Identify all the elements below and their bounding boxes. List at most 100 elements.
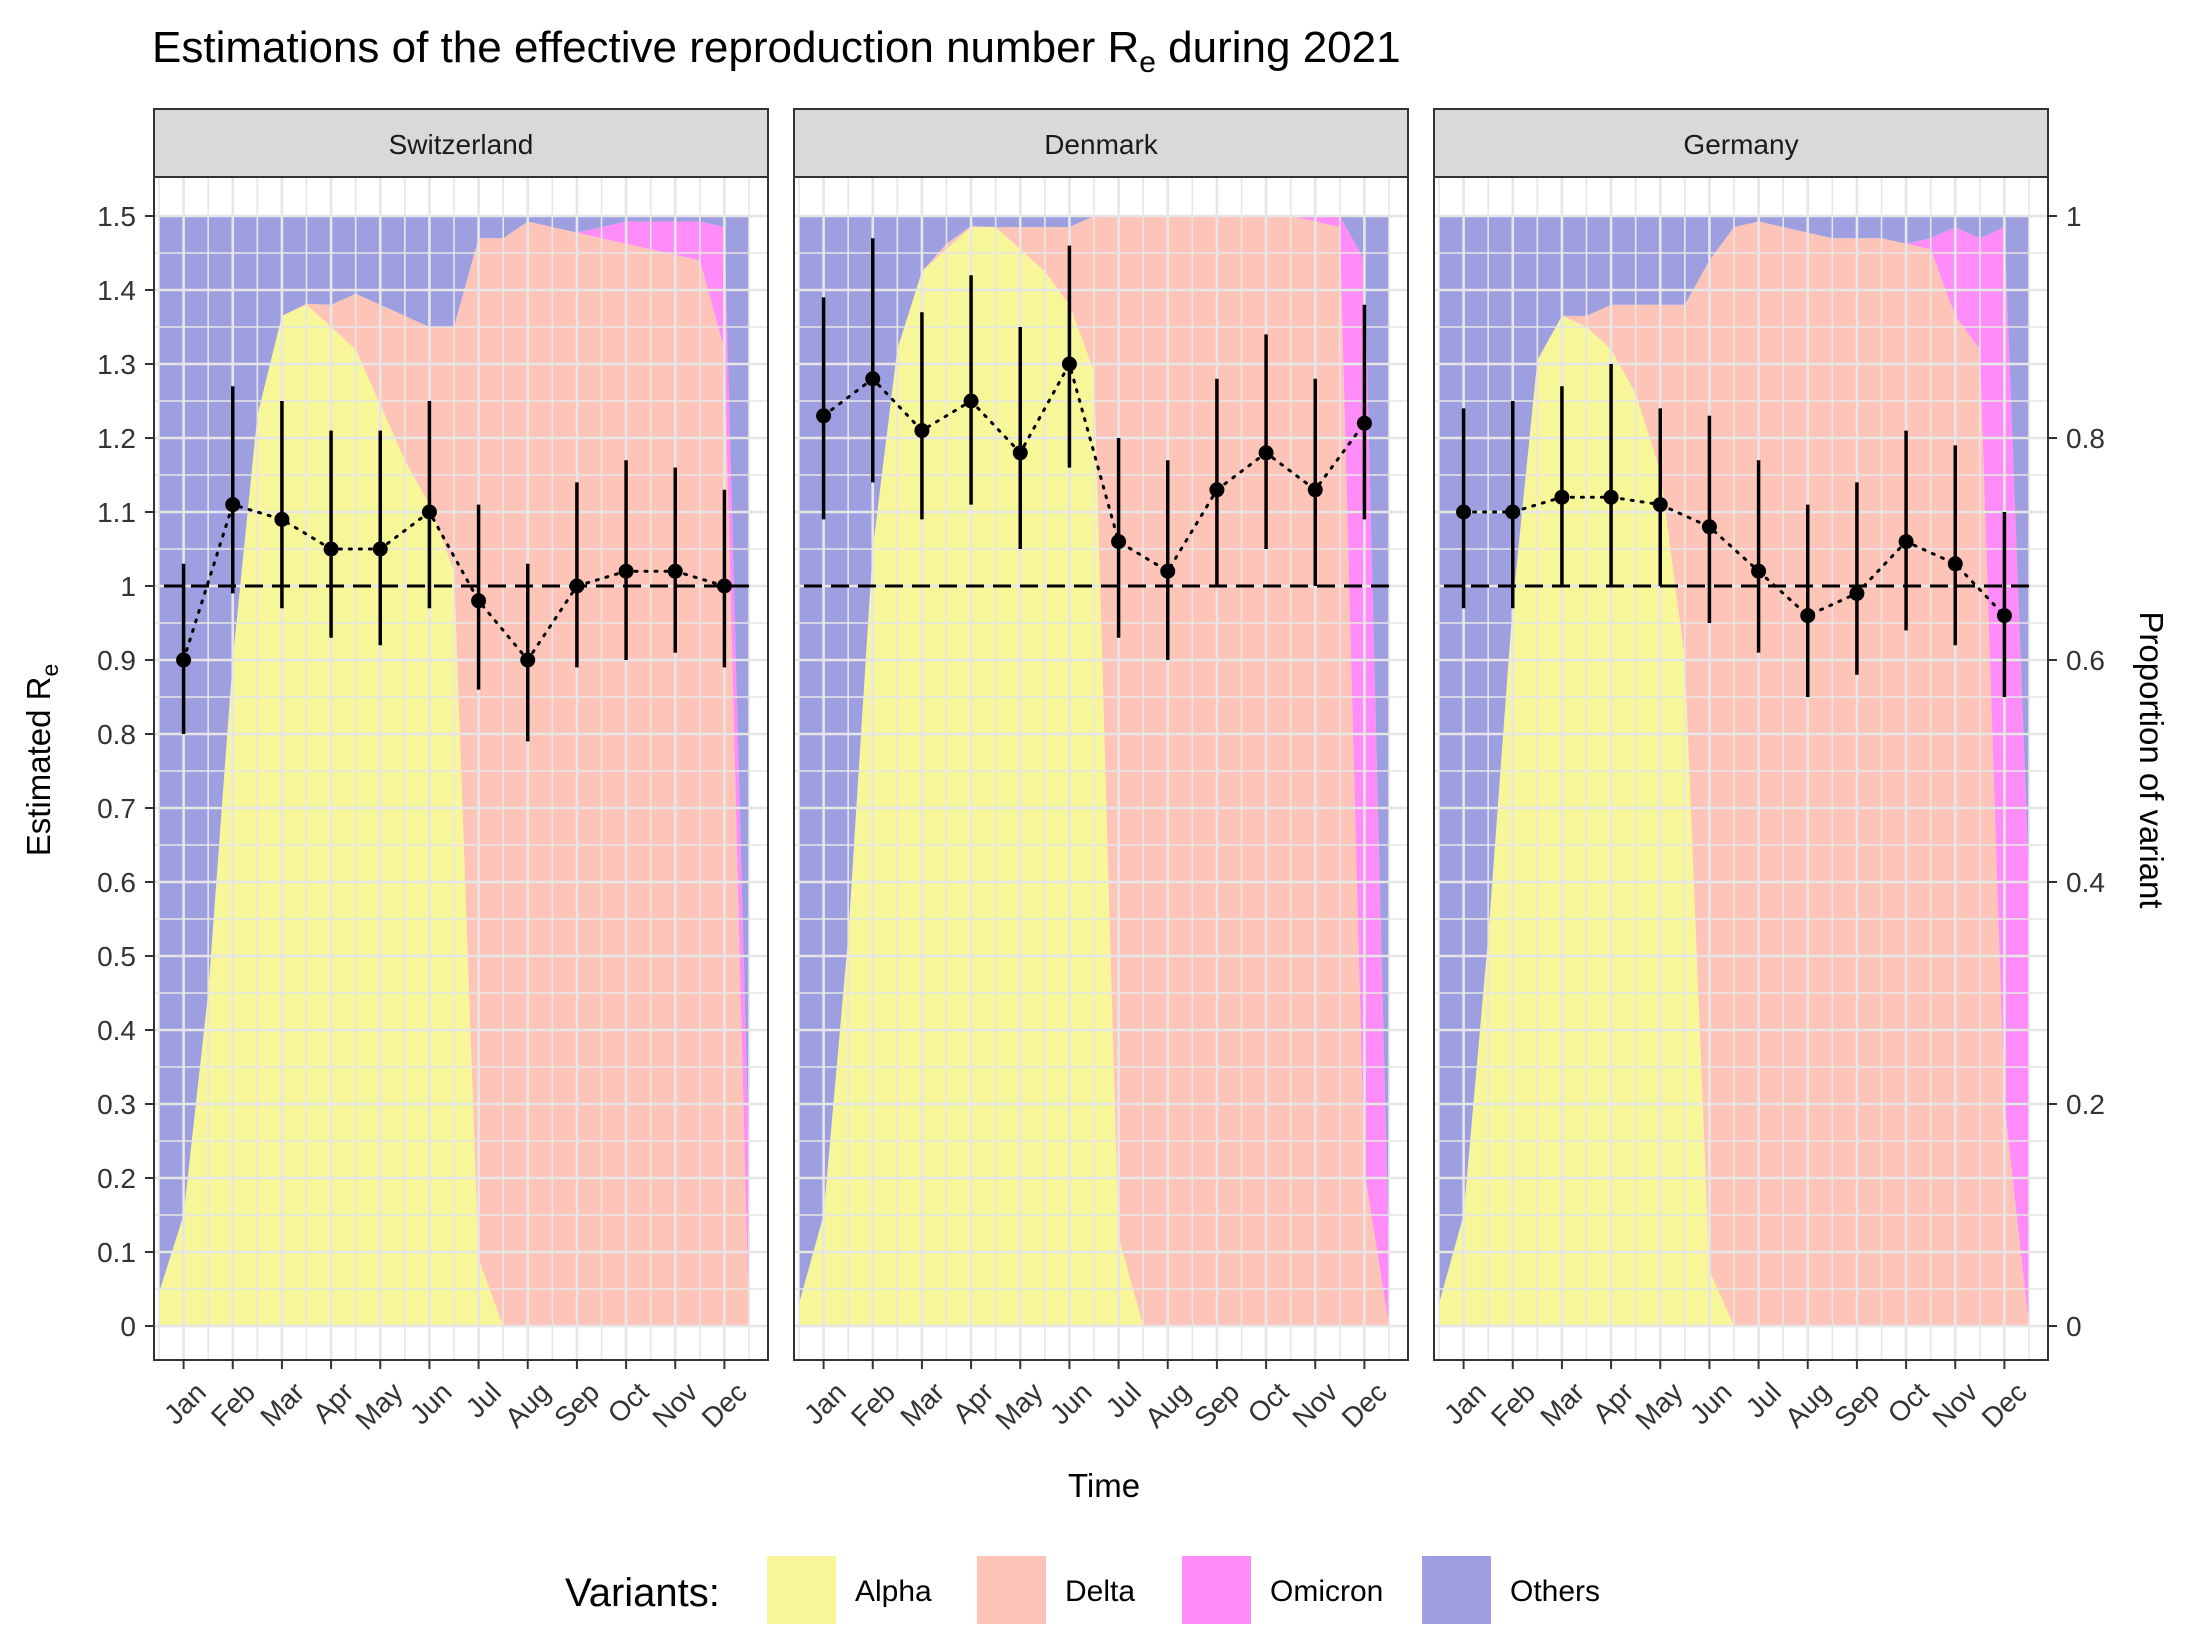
re-point <box>1751 563 1767 579</box>
x-tick-label: Apr <box>947 1376 1000 1429</box>
legend-label: Omicron <box>1270 1575 1383 1608</box>
y-axis-left: 0 0.1 0.2 0.3 0.4 0.5 0.6 0.7 0.8 0.9 1 1.1 1.2 1.3 1.… <box>97 201 154 1342</box>
y-tick-label: 0.6 <box>97 867 136 898</box>
facet-strip-label: Germany <box>1683 129 1798 160</box>
re-point <box>865 371 881 387</box>
y-tick-label: 0.9 <box>97 645 136 676</box>
x-tick-label: Dec <box>696 1376 753 1433</box>
area-others <box>1439 216 2029 1304</box>
re-point <box>471 593 487 609</box>
re-trend-line <box>182 502 726 663</box>
re-point <box>816 408 832 424</box>
x-tick-label: Jun <box>1684 1376 1738 1430</box>
y-tick-label: 1.4 <box>97 275 136 306</box>
y-tick-label: 1.1 <box>97 497 136 528</box>
re-point <box>1111 534 1127 550</box>
x-tick-label: Mar <box>894 1376 950 1432</box>
y2-tick-label: 0.2 <box>2066 1089 2105 1120</box>
re-point <box>1356 415 1372 431</box>
legend-title: Variants: <box>565 1571 720 1615</box>
re-point <box>667 563 683 579</box>
re-point <box>1701 519 1717 535</box>
legend-item-omicron: Omicron <box>1182 1556 1383 1624</box>
x-tick-label: Feb <box>845 1376 901 1432</box>
re-point <box>1258 445 1274 461</box>
legend-swatch <box>1422 1556 1491 1624</box>
re-point <box>1947 556 1963 572</box>
x-tick-label: Jul <box>460 1376 507 1423</box>
x-tick-label: Jul <box>1100 1376 1147 1423</box>
x-tick-label: May <box>1629 1376 1688 1435</box>
x-axis-title: Time <box>1068 1467 1140 1504</box>
chart-title: Estimations of the effective reproductio… <box>152 23 1401 79</box>
legend-item-others: Others <box>1422 1556 1600 1624</box>
y-tick-label: 0.3 <box>97 1089 136 1120</box>
re-point <box>963 393 979 409</box>
x-tick-label: Mar <box>254 1376 310 1432</box>
x-tick-label: Jun <box>1044 1376 1098 1430</box>
x-tick-label: Nov <box>1287 1376 1344 1433</box>
y-tick-label: 1.2 <box>97 423 136 454</box>
re-point <box>618 563 634 579</box>
area-omicron <box>1439 221 2029 1326</box>
y2-tick-label: 0.4 <box>2066 867 2105 898</box>
x-tick-label: Jan <box>1438 1376 1492 1430</box>
legend-swatch <box>977 1556 1046 1624</box>
y-tick-label: 0.2 <box>97 1163 136 1194</box>
re-point <box>569 578 585 594</box>
re-point <box>421 504 437 520</box>
re-point <box>1996 608 2012 624</box>
x-tick-label: May <box>349 1376 408 1435</box>
x-tick-label: May <box>989 1376 1048 1435</box>
x-tick-label: Sep <box>1188 1376 1245 1433</box>
re-point <box>176 652 192 668</box>
re-trend-line <box>1462 495 2006 618</box>
re-point <box>1554 489 1570 505</box>
x-tick-label: Nov <box>647 1376 704 1433</box>
facet-strip <box>793 108 1409 178</box>
facet-strip-label: Denmark <box>1044 129 1159 160</box>
re-point <box>1061 356 1077 372</box>
y-tick-label: 0.5 <box>97 941 136 972</box>
legend-swatch <box>1182 1556 1251 1624</box>
x-tick-label: Jan <box>158 1376 212 1430</box>
re-point <box>1209 482 1225 498</box>
x-tick-label: Aug <box>1139 1376 1196 1433</box>
area-others <box>799 216 1389 1304</box>
re-point <box>914 423 930 439</box>
re-point <box>372 541 388 557</box>
re-point <box>1505 504 1521 520</box>
x-tick-label: Jun <box>404 1376 458 1430</box>
re-point <box>274 511 290 527</box>
legend: Variants: Alpha Delta Omicron Others <box>565 1556 1600 1624</box>
y-axis-right: 0 0.2 0.4 0.6 0.8 1 <box>2048 201 2105 1342</box>
y-tick-label: 1 <box>120 571 136 602</box>
re-point <box>1456 504 1472 520</box>
re-point <box>1800 608 1816 624</box>
legend-item-alpha: Alpha <box>767 1556 932 1624</box>
x-tick-label: Nov <box>1927 1376 1984 1433</box>
y-tick-label: 1.3 <box>97 349 136 380</box>
x-tick-label: Dec <box>1976 1376 2033 1433</box>
panel-border <box>153 176 769 1361</box>
x-tick-label: Oct <box>1882 1376 1935 1429</box>
x-tick-label: Sep <box>1828 1376 1885 1433</box>
re-point <box>520 652 536 668</box>
re-point <box>225 497 241 513</box>
panel-border <box>793 176 1409 1361</box>
y-tick-label: 0.7 <box>97 793 136 824</box>
x-tick-label: Feb <box>205 1376 261 1432</box>
re-point <box>1012 445 1028 461</box>
legend-label: Alpha <box>855 1575 932 1608</box>
y-tick-label: 0.1 <box>97 1237 136 1268</box>
x-tick-label: Apr <box>1587 1376 1640 1429</box>
legend-label: Others <box>1510 1575 1600 1608</box>
panel-border <box>1433 176 2049 1361</box>
facet-strip <box>1433 108 2049 178</box>
facet-strip-label: Switzerland <box>389 129 534 160</box>
x-tick-label: Oct <box>602 1376 655 1429</box>
